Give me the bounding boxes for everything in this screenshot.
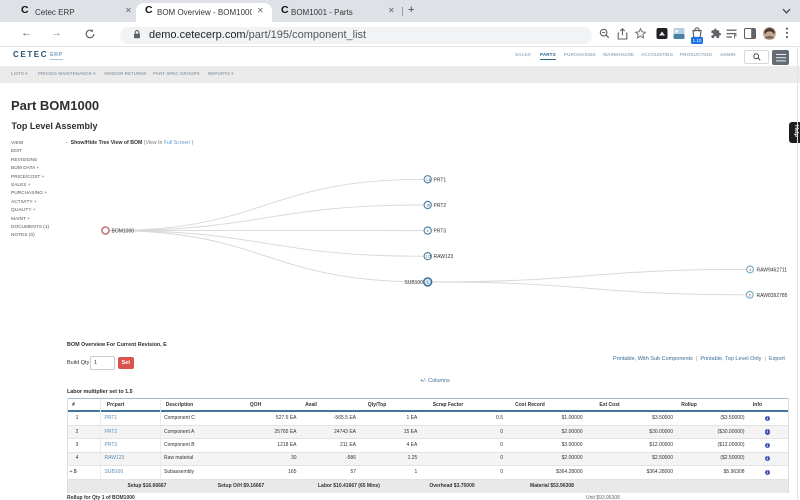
svg-text:1: 1 <box>427 280 429 284</box>
svg-text:RAW9462711: RAW9462711 <box>757 267 788 273</box>
svg-text:PRT2: PRT2 <box>434 203 447 209</box>
svg-text:PRT1: PRT1 <box>434 177 447 183</box>
svg-text:1.25: 1.25 <box>425 255 431 259</box>
svg-text:SUB100: SUB100 <box>404 280 423 286</box>
svg-text:3: 3 <box>749 268 751 272</box>
svg-text:15: 15 <box>426 204 430 208</box>
svg-text:1.5: 1.5 <box>426 178 431 182</box>
svg-text:RAW8392785: RAW8392785 <box>757 293 788 299</box>
svg-text:PRT3: PRT3 <box>434 229 447 235</box>
svg-text:5: 5 <box>749 293 751 297</box>
svg-text:BOM1000: BOM1000 <box>112 229 135 235</box>
svg-text:RAW123: RAW123 <box>434 254 454 260</box>
svg-text:4: 4 <box>427 229 429 233</box>
